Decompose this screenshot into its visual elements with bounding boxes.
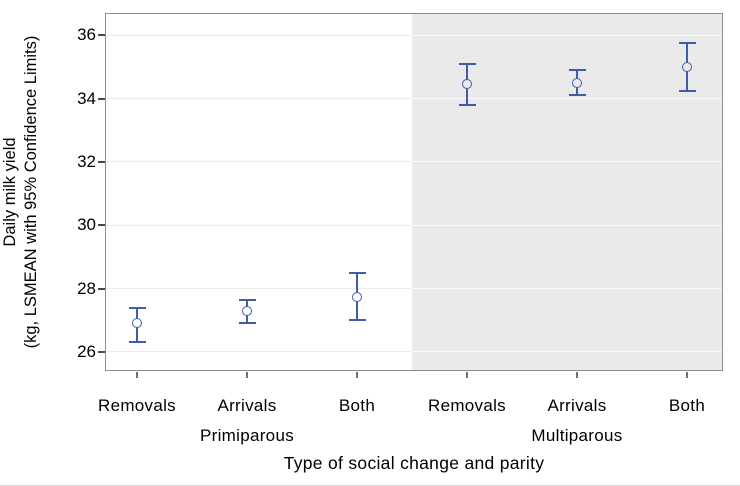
lsmean-marker [242, 305, 252, 316]
ci-whisker-upper [576, 70, 578, 79]
ci-whisker-upper [356, 272, 358, 293]
lsmean-marker [352, 291, 362, 302]
lsmean-marker [462, 79, 472, 90]
ci-whisker-lower [576, 86, 578, 96]
ci-whisker-upper [686, 43, 688, 63]
x-tick [246, 372, 248, 378]
x-tick-label: Both [668, 396, 706, 415]
x-tick [356, 372, 358, 378]
y-tick-label: 34 [77, 88, 96, 108]
ci-cap-lower [678, 89, 696, 92]
parity-band-multiparous [412, 13, 723, 371]
x-tick-label: Removals [98, 396, 176, 415]
lsmean-marker [572, 77, 582, 88]
ci-cap-upper [128, 306, 146, 309]
x-tick [686, 372, 688, 378]
x-tick [576, 372, 578, 378]
ci-cap-lower [568, 94, 586, 97]
x-tick-label: Both [338, 396, 376, 415]
ci-whisker-lower [246, 314, 248, 324]
gridline-y-34 [105, 98, 723, 100]
ci-cap-upper [238, 298, 256, 301]
y-axis-title: Daily milk yield (kg, LSMEAN with 95% Co… [0, 6, 44, 378]
y-tick-label: 28 [77, 278, 96, 298]
gridline-y-32 [105, 161, 723, 163]
x-group-label: Multiparous [531, 426, 623, 445]
y-tick-label: 32 [77, 151, 96, 171]
ci-cap-lower [458, 103, 476, 106]
y-tick [98, 287, 105, 290]
ci-cap-lower [348, 319, 366, 322]
gridline-y-30 [105, 224, 723, 226]
ci-whisker-lower [686, 70, 688, 91]
ci-whisker-lower [136, 327, 138, 343]
lsmean-marker [132, 318, 142, 329]
lsmean-marker [682, 61, 692, 72]
ci-whisker-upper [246, 299, 248, 307]
ci-cap-lower [128, 341, 146, 344]
plot-area [105, 13, 723, 371]
x-tick [136, 372, 138, 378]
ci-whisker-upper [466, 63, 468, 81]
y-tick [98, 350, 105, 353]
gridline-y-26 [105, 351, 723, 353]
y-axis-title-line2: (kg, LSMEAN with 95% Confidence Limits) [22, 35, 40, 349]
ci-cap-lower [238, 322, 256, 325]
ci-whisker-upper [136, 307, 138, 320]
y-axis-title-line1: Daily milk yield [1, 137, 19, 247]
x-tick [466, 372, 468, 378]
ci-whisker-lower [356, 300, 358, 321]
x-group-label: Primiparous [200, 426, 294, 445]
ci-cap-upper [678, 42, 696, 45]
ci-cap-upper [458, 62, 476, 65]
y-tick [98, 160, 105, 163]
y-tick [98, 97, 105, 100]
gridline-y-36 [105, 34, 723, 36]
x-tick-label: Removals [428, 396, 506, 415]
gridline-y-28 [105, 288, 723, 290]
y-tick [98, 224, 105, 227]
ci-whisker-lower [466, 88, 468, 105]
y-tick-label: 26 [77, 341, 96, 361]
ci-cap-upper [348, 271, 366, 274]
y-tick-label: 36 [77, 25, 96, 45]
y-tick-label: 30 [77, 215, 96, 235]
y-tick [98, 34, 105, 37]
ci-cap-upper [568, 69, 586, 72]
x-tick-label: Arrivals [217, 396, 277, 415]
x-axis-title: Type of social change and parity [283, 453, 545, 473]
x-tick-label: Arrivals [547, 396, 607, 415]
